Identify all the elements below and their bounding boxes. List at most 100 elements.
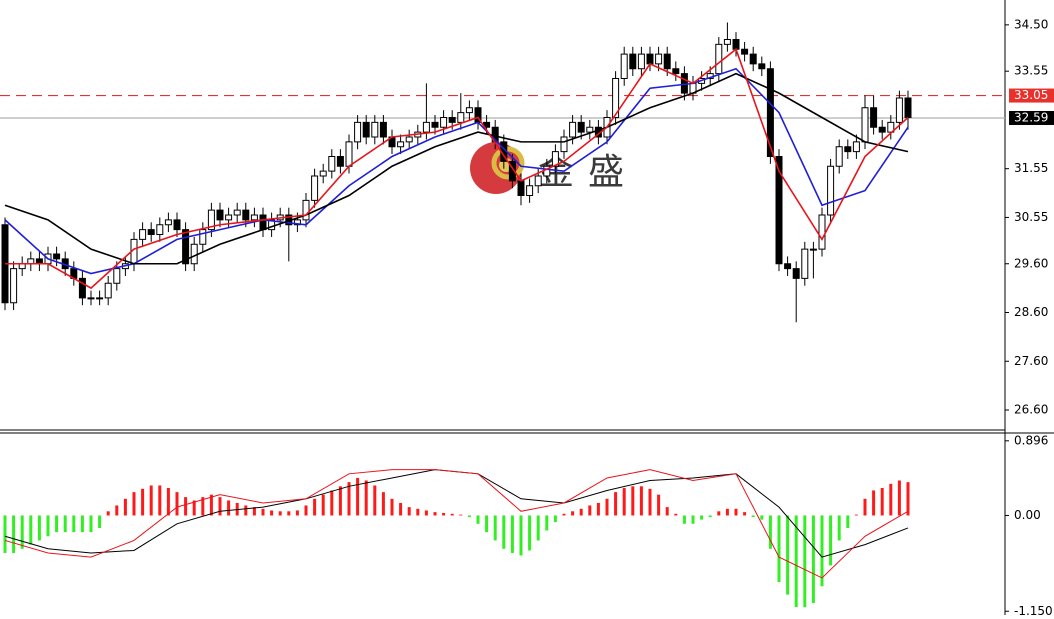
candle-body	[895, 97, 903, 123]
histogram-bar	[3, 515, 7, 553]
histogram-bar	[261, 508, 265, 516]
histogram-bar	[450, 513, 454, 516]
histogram-bar	[476, 515, 480, 524]
histogram-bar	[201, 497, 205, 516]
histogram-bar	[829, 515, 833, 566]
candle-body	[422, 121, 430, 133]
candle-body	[551, 151, 559, 167]
y-tick-label: 30.55	[1014, 210, 1048, 224]
histogram-bar	[252, 507, 256, 516]
candle-body	[113, 268, 121, 284]
candle-body	[379, 121, 387, 138]
candle-body	[250, 214, 258, 221]
histogram-bar	[158, 485, 162, 516]
price-label-box	[1009, 88, 1054, 103]
candle-body	[801, 248, 809, 279]
histogram-bar	[768, 515, 772, 549]
histogram-bar	[794, 515, 798, 608]
candle-body	[431, 121, 439, 128]
histogram-bar	[682, 515, 686, 524]
candle-body	[749, 53, 757, 65]
histogram-bar	[270, 510, 274, 516]
candle-body	[878, 126, 886, 133]
histogram-bar	[364, 480, 368, 516]
histogram-bar	[278, 511, 282, 516]
candle-body	[784, 263, 792, 270]
histogram-bar	[622, 487, 626, 516]
moving-average	[5, 47, 909, 290]
histogram-bar	[149, 485, 153, 516]
candle-body	[586, 126, 594, 133]
histogram-bar	[545, 515, 549, 531]
candle-body	[827, 165, 835, 216]
candle-body	[96, 297, 104, 300]
histogram-bar	[691, 515, 695, 524]
histogram-bar	[330, 490, 334, 516]
price-label: 33.05	[1014, 88, 1048, 102]
histogram-bar	[433, 512, 437, 516]
histogram-bar	[528, 515, 532, 551]
candle-body	[156, 224, 164, 236]
candle-body	[465, 107, 473, 114]
candle-body	[104, 282, 112, 299]
histogram-bar	[605, 498, 609, 516]
candle-body	[268, 219, 276, 231]
candle-body	[53, 253, 61, 260]
histogram-bar	[734, 508, 738, 516]
candle-body	[457, 112, 465, 123]
histogram-bar	[98, 515, 102, 528]
candle-body	[663, 53, 671, 70]
histogram-bar	[536, 515, 540, 541]
histogram-bar	[55, 515, 59, 533]
histogram-bar	[674, 513, 678, 516]
candle-body	[242, 209, 250, 221]
histogram-bar	[854, 514, 858, 516]
candle-body	[397, 141, 405, 148]
candle-body	[302, 199, 310, 221]
histogram-bar	[192, 500, 196, 516]
histogram-bar	[459, 514, 463, 516]
candle-body	[139, 229, 147, 240]
histogram-bar	[837, 515, 841, 541]
y-tick-label: 33.55	[1014, 64, 1048, 78]
histogram-bar	[777, 515, 781, 583]
histogram-bar	[373, 485, 377, 516]
candle-body	[517, 180, 525, 196]
candle-body	[164, 219, 172, 226]
histogram-bar	[519, 515, 523, 556]
candle-body	[612, 77, 620, 118]
histogram-bar	[717, 511, 721, 516]
candle-body	[225, 214, 233, 221]
candle-body	[190, 243, 198, 265]
histogram-bar	[407, 507, 411, 516]
candle-body	[629, 53, 637, 70]
histogram-bar	[390, 498, 394, 516]
candle-body	[861, 107, 869, 143]
histogram-bar	[467, 515, 471, 518]
moving-average	[4, 72, 909, 265]
histogram-bar	[571, 511, 575, 516]
candle-body	[792, 268, 800, 279]
candle-body	[723, 38, 731, 45]
histogram-bar	[725, 508, 729, 516]
moving-average	[4, 67, 909, 275]
histogram-bar	[562, 513, 566, 516]
candle-body	[233, 209, 241, 216]
histogram-bar	[175, 492, 179, 516]
histogram-bar	[141, 488, 145, 516]
histogram-bar	[880, 487, 884, 516]
histogram-bar	[347, 482, 351, 516]
candle-body	[560, 136, 568, 153]
candle-body	[766, 68, 774, 157]
candle-body	[448, 116, 456, 123]
histogram-bar	[639, 486, 643, 516]
candle-body	[508, 160, 516, 182]
histogram-bar	[897, 480, 901, 516]
histogram-bar	[588, 505, 592, 516]
candle-body	[844, 146, 852, 153]
candle-body	[328, 155, 336, 172]
candle-body	[259, 214, 267, 231]
histogram-bar	[338, 486, 342, 516]
candle-body	[207, 209, 215, 231]
